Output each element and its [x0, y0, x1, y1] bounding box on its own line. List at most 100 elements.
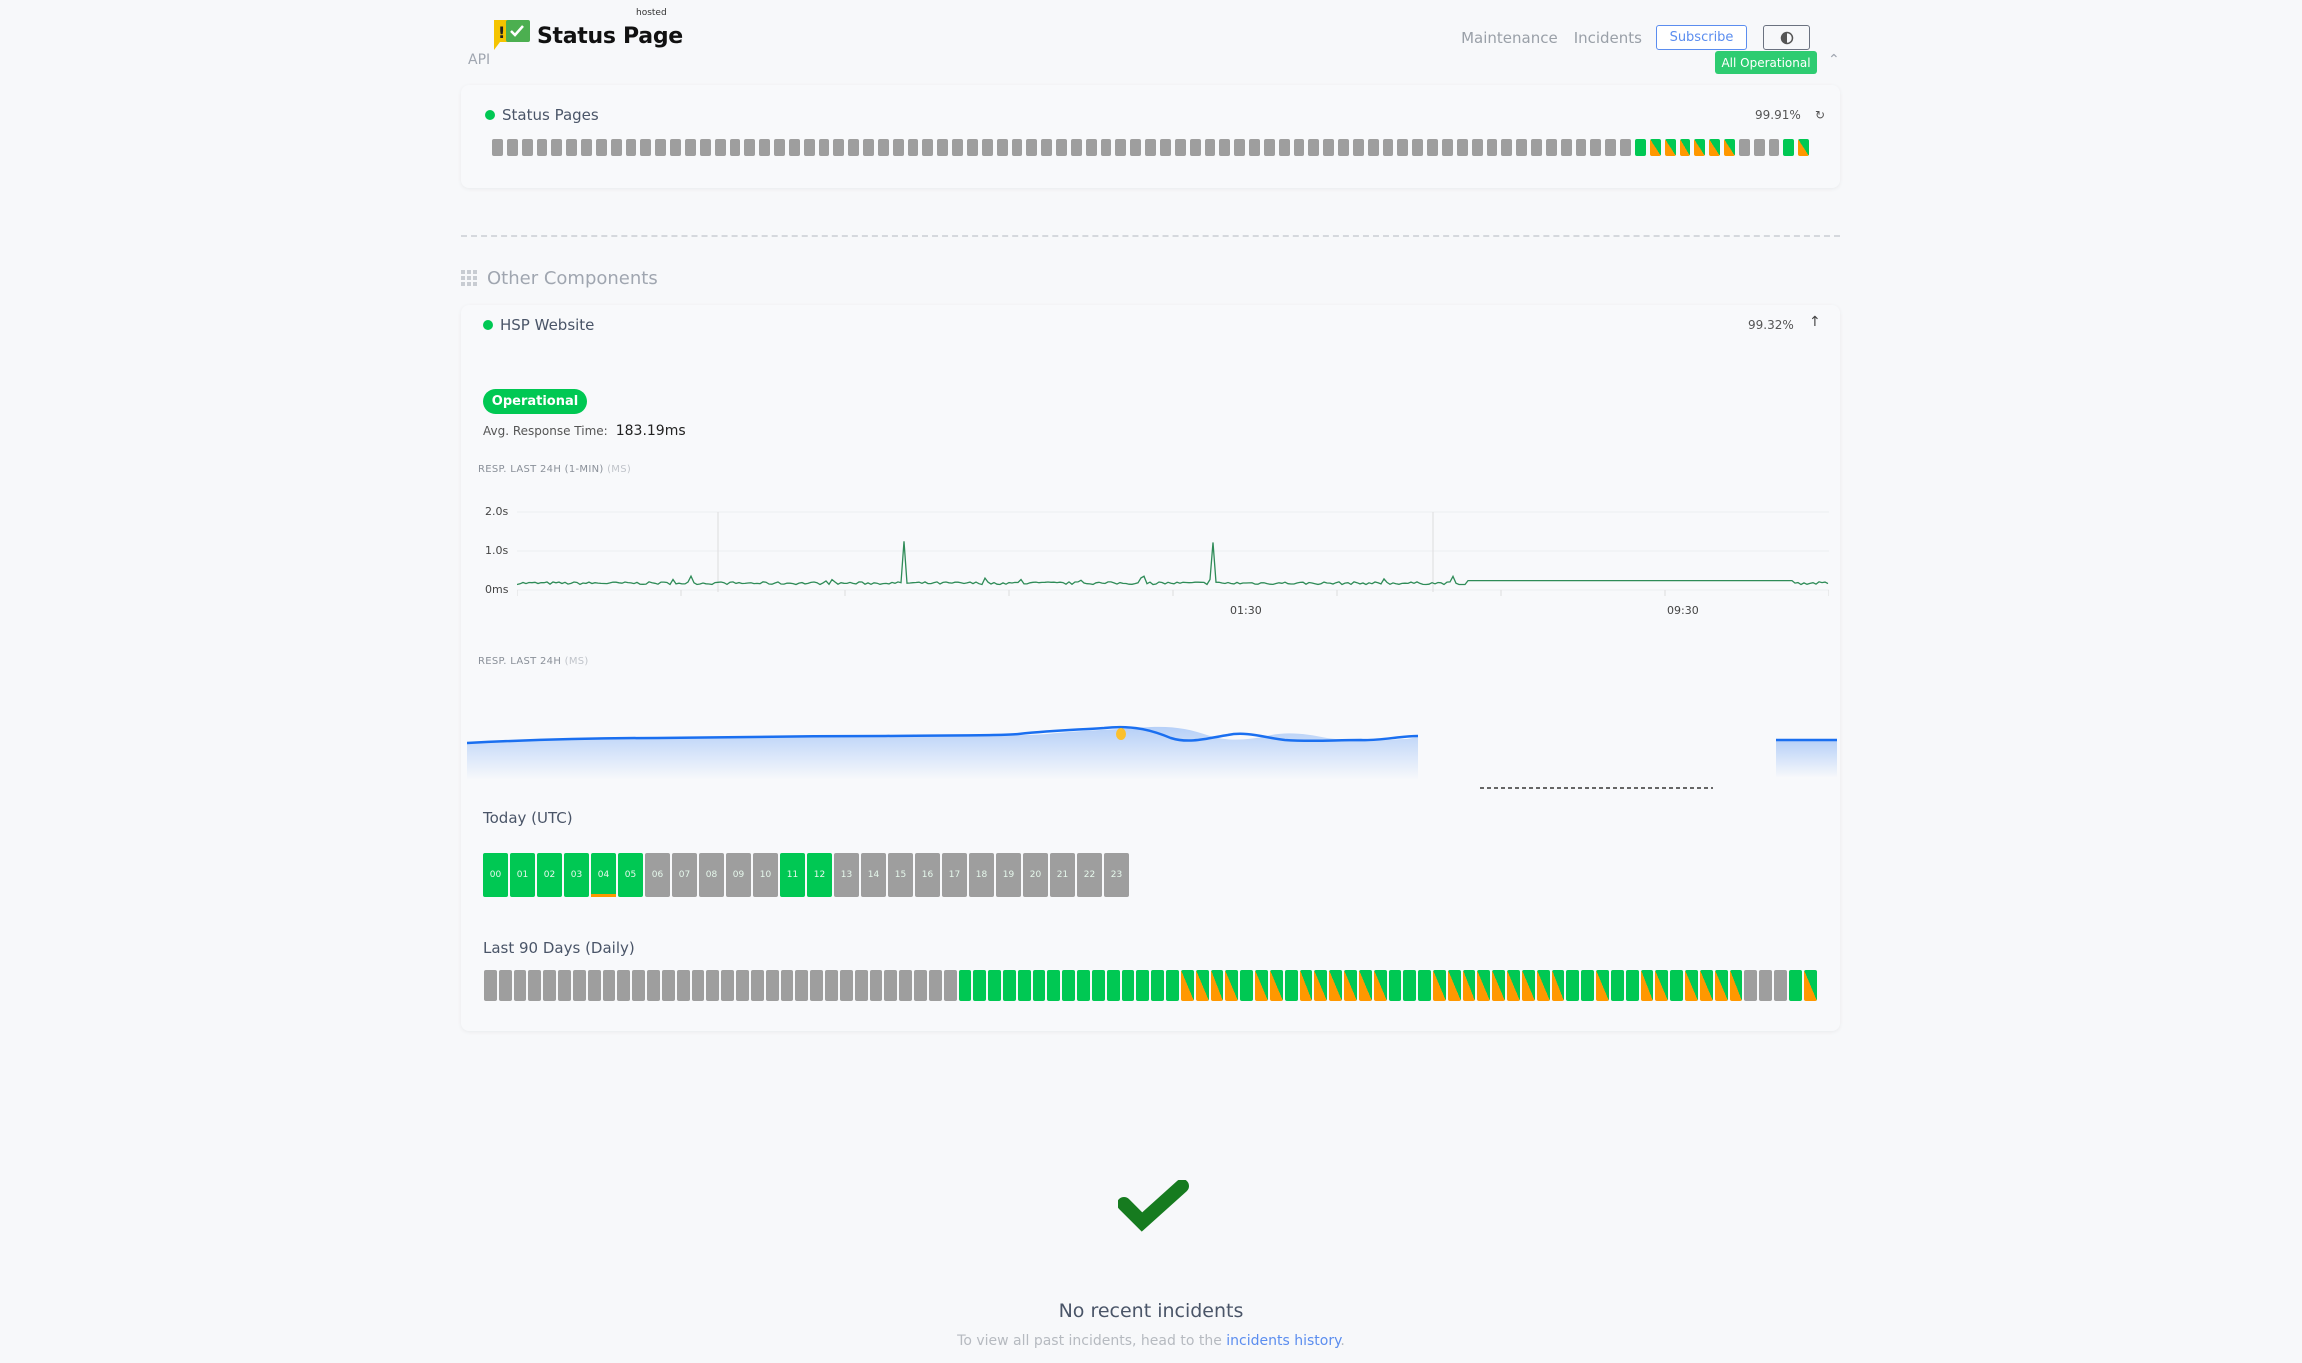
- hour-block[interactable]: 18: [969, 853, 994, 897]
- uptime-bar[interactable]: [937, 139, 949, 156]
- uptime-bar[interactable]: [1352, 139, 1364, 156]
- uptime-bar[interactable]: [869, 970, 883, 1001]
- uptime-bar[interactable]: [655, 139, 667, 156]
- uptime-bar[interactable]: [676, 970, 690, 1001]
- uptime-bar[interactable]: [610, 139, 622, 156]
- uptime-bar[interactable]: [572, 970, 586, 1001]
- uptime-bar[interactable]: [1026, 139, 1038, 156]
- uptime-bar[interactable]: [973, 970, 987, 1001]
- uptime-bar[interactable]: [1011, 139, 1023, 156]
- hour-block[interactable]: 17: [942, 853, 967, 897]
- uptime-bar[interactable]: [1516, 139, 1528, 156]
- uptime-bar[interactable]: [958, 970, 972, 1001]
- uptime-bar[interactable]: [914, 970, 927, 1001]
- uptime-bar[interactable]: [602, 970, 616, 1001]
- hour-block[interactable]: 08: [699, 853, 724, 897]
- uptime-bar[interactable]: [721, 970, 735, 1001]
- uptime-bar[interactable]: [750, 970, 764, 1001]
- uptime-bar[interactable]: [943, 970, 957, 1001]
- incidents-history-link[interactable]: incidents history: [1226, 1333, 1341, 1349]
- uptime-bar[interactable]: [952, 139, 963, 156]
- uptime-bar[interactable]: [1768, 139, 1780, 156]
- uptime-bar[interactable]: [1130, 139, 1142, 156]
- uptime-bar[interactable]: [736, 970, 749, 1001]
- uptime-bar[interactable]: [1338, 139, 1349, 156]
- uptime-bar[interactable]: [492, 139, 503, 156]
- uptime-bar[interactable]: [863, 139, 874, 156]
- uptime-bar[interactable]: [1151, 970, 1165, 1001]
- uptime-bar[interactable]: [788, 139, 800, 156]
- uptime-bar[interactable]: [928, 970, 942, 1001]
- uptime-bar[interactable]: [1323, 139, 1335, 156]
- hour-block[interactable]: 04: [591, 853, 616, 897]
- uptime-bar[interactable]: [892, 139, 904, 156]
- uptime-bar[interactable]: [670, 139, 681, 156]
- uptime-bar[interactable]: [617, 970, 631, 1001]
- uptime-bar[interactable]: [1358, 970, 1372, 1001]
- hour-block[interactable]: 15: [888, 853, 913, 897]
- uptime-bar[interactable]: [1610, 970, 1624, 1001]
- response-time-1min-chart[interactable]: [517, 500, 1829, 600]
- uptime-bar[interactable]: [1714, 970, 1728, 1001]
- hour-block[interactable]: 06: [645, 853, 670, 897]
- uptime-bar[interactable]: [1041, 139, 1053, 156]
- uptime-bar[interactable]: [1456, 139, 1468, 156]
- response-time-24h-chart[interactable]: [467, 700, 1837, 800]
- uptime-bar[interactable]: [1249, 139, 1260, 156]
- hour-block[interactable]: 23: [1104, 853, 1129, 897]
- hour-block[interactable]: 09: [726, 853, 751, 897]
- nav-incidents[interactable]: Incidents: [1573, 29, 1642, 47]
- uptime-bar[interactable]: [1560, 139, 1572, 156]
- uptime-bar[interactable]: [988, 970, 1001, 1001]
- uptime-bar[interactable]: [922, 139, 934, 156]
- hour-block[interactable]: 20: [1023, 853, 1048, 897]
- uptime-bar[interactable]: [1433, 970, 1446, 1001]
- uptime-bar[interactable]: [1694, 139, 1706, 156]
- hour-block[interactable]: 00: [483, 853, 508, 897]
- uptime-bar[interactable]: [1531, 139, 1542, 156]
- uptime-bar[interactable]: [1729, 970, 1743, 1001]
- uptime-bar[interactable]: [1462, 970, 1476, 1001]
- uptime-bar[interactable]: [1278, 139, 1290, 156]
- uptime-bar[interactable]: [640, 139, 652, 156]
- uptime-bar[interactable]: [1115, 139, 1127, 156]
- uptime-bar[interactable]: [833, 139, 845, 156]
- uptime-bar[interactable]: [1367, 139, 1379, 156]
- uptime-bar[interactable]: [1412, 139, 1424, 156]
- uptime-bar[interactable]: [1566, 970, 1580, 1001]
- uptime-bar[interactable]: [899, 970, 913, 1001]
- uptime-bar[interactable]: [714, 139, 726, 156]
- uptime-bar[interactable]: [818, 139, 830, 156]
- uptime-bar[interactable]: [774, 139, 785, 156]
- nav-maintenance[interactable]: Maintenance: [1461, 29, 1558, 47]
- uptime-bar[interactable]: [967, 139, 978, 156]
- uptime-bar[interactable]: [884, 970, 898, 1001]
- uptime-bar[interactable]: [1471, 139, 1483, 156]
- hour-block[interactable]: 01: [510, 853, 535, 897]
- uptime-bar[interactable]: [1121, 970, 1135, 1001]
- uptime-bar[interactable]: [1234, 139, 1246, 156]
- hour-block[interactable]: 16: [915, 853, 940, 897]
- uptime-bar[interactable]: [1284, 970, 1298, 1001]
- uptime-bar[interactable]: [1486, 139, 1498, 156]
- uptime-bar[interactable]: [691, 970, 705, 1001]
- uptime-bar[interactable]: [1581, 970, 1595, 1001]
- uptime-bar[interactable]: [661, 970, 675, 1001]
- uptime-bar[interactable]: [1507, 970, 1520, 1001]
- expand-arrow-icon[interactable]: ↻: [1815, 108, 1826, 122]
- uptime-bar[interactable]: [1240, 970, 1254, 1001]
- uptime-bar[interactable]: [1447, 970, 1461, 1001]
- hour-block[interactable]: 07: [672, 853, 697, 897]
- uptime-bar[interactable]: [1783, 139, 1795, 156]
- logo-text[interactable]: Status Page: [537, 24, 683, 49]
- uptime-bar[interactable]: [1145, 139, 1156, 156]
- uptime-bar[interactable]: [1070, 139, 1082, 156]
- uptime-bar[interactable]: [1388, 970, 1402, 1001]
- uptime-bar[interactable]: [1551, 970, 1565, 1001]
- uptime-bar[interactable]: [795, 970, 809, 1001]
- uptime-bar[interactable]: [1418, 970, 1431, 1001]
- uptime-bar[interactable]: [1759, 970, 1773, 1001]
- uptime-bar[interactable]: [1210, 970, 1224, 1001]
- uptime-bar[interactable]: [759, 139, 771, 156]
- hour-block[interactable]: 13: [834, 853, 859, 897]
